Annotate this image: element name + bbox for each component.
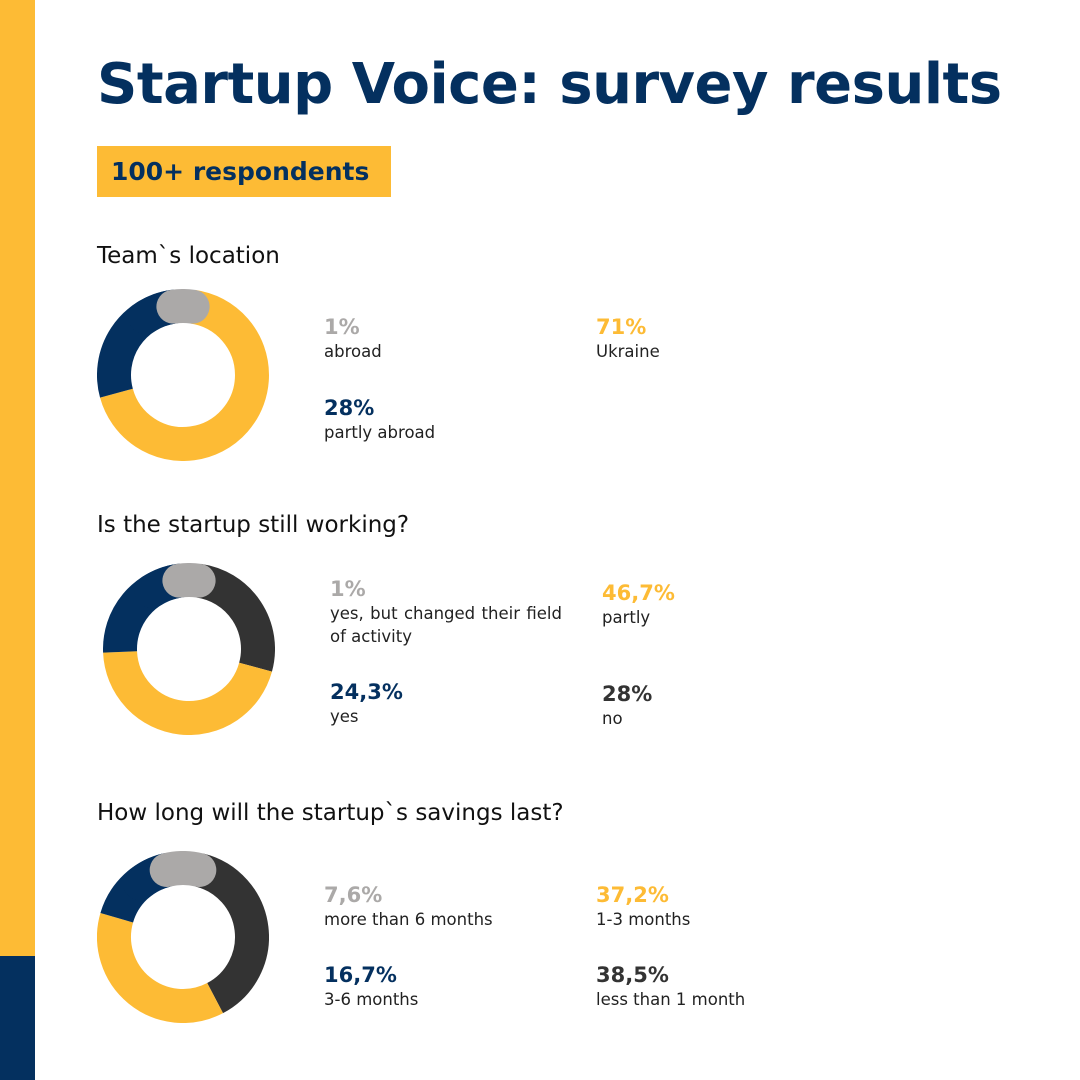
legend-value: 46,7% <box>602 581 675 605</box>
legend-item-3-6-months: 16,7% 3-6 months <box>324 962 418 1011</box>
donut-slice-more-than-6-months <box>149 851 217 887</box>
donut-chart-savings-duration <box>97 851 269 1023</box>
legend-item-less-than-1-month: 38,5% less than 1 month <box>596 962 745 1011</box>
legend-value: 1% <box>324 315 360 339</box>
legend-item-more-than-6-months: 7,6% more than 6 months <box>324 882 493 931</box>
legend-item-yes: 24,3% yes <box>330 679 403 728</box>
legend-label: less than 1 month <box>596 990 746 1009</box>
legend-label: yes <box>330 707 359 726</box>
legend-value: 28% <box>602 682 653 706</box>
donut-chart-team-location <box>97 289 269 461</box>
donut-slice-less-than-1-month <box>194 853 269 1014</box>
donut-chart-startup-working <box>103 563 275 735</box>
legend-label: 3-6 months <box>324 990 419 1009</box>
donut-slice-partly <box>103 650 272 735</box>
legend-item-partly: 46,7% partly <box>602 580 675 629</box>
legend-item-abroad: 1% abroad <box>324 314 382 363</box>
legend-value: 16,7% <box>324 963 397 987</box>
chart-1-title: Team`s location <box>97 243 280 269</box>
side-bar-yellow <box>0 0 35 956</box>
chart-2-title: Is the startup still working? <box>97 512 410 538</box>
legend-label: partly abroad <box>324 423 436 442</box>
donut-slice-abroad <box>156 289 210 324</box>
legend-label: 1-3 months <box>596 910 691 929</box>
legend-item-partly-abroad: 28% partly abroad <box>324 395 435 444</box>
legend-value: 71% <box>596 315 647 339</box>
legend-label: abroad <box>324 342 382 361</box>
legend-label: yes, but changed their field of activity <box>330 604 562 646</box>
legend-value: 1% <box>330 577 366 601</box>
legend-label: more than 6 months <box>324 910 493 929</box>
donut-slice-yes-but-changed-their-field-of-activity <box>162 563 216 598</box>
legend-item-changed-field: 1% yes, but changed their field of activ… <box>330 576 562 648</box>
legend-value: 28% <box>324 396 375 420</box>
legend-item-no: 28% no <box>602 681 652 730</box>
legend-label: no <box>602 709 623 728</box>
chart-3-title: How long will the startup`s savings last… <box>97 800 564 826</box>
legend-label: Ukraine <box>596 342 660 361</box>
legend-value: 24,3% <box>330 680 403 704</box>
respondents-badge-label: 100+ respondents <box>111 157 370 186</box>
donut-slice-1-3-months <box>97 913 223 1023</box>
legend-item-1-3-months: 37,2% 1-3 months <box>596 882 690 931</box>
legend-label: partly <box>602 608 651 627</box>
donut-slice-ukraine <box>100 289 269 461</box>
legend-value: 7,6% <box>324 883 383 907</box>
legend-item-ukraine: 71% Ukraine <box>596 314 660 363</box>
legend-value: 38,5% <box>596 963 669 987</box>
side-bar-navy <box>0 956 35 1080</box>
respondents-badge: 100+ respondents <box>97 146 391 197</box>
page-title: Startup Voice: survey results <box>97 52 1002 117</box>
legend-value: 37,2% <box>596 883 669 907</box>
